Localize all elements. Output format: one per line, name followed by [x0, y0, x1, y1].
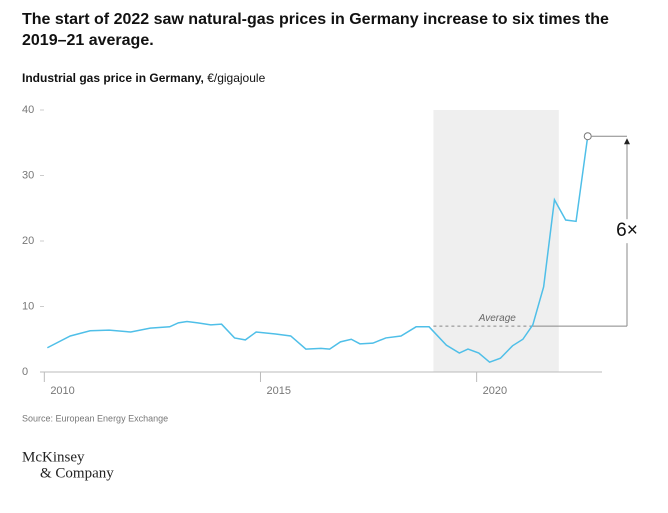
shaded-range: [433, 110, 559, 372]
logo: & Company: [40, 465, 114, 481]
y-tick-label: 0: [22, 366, 28, 378]
chart-title: The start of 2022 saw natural-gas prices…: [22, 11, 609, 28]
arrow-head: [624, 138, 630, 145]
logo: McKinsey: [22, 449, 85, 465]
annotation-bg: [611, 219, 643, 244]
y-tick-label: 10: [22, 300, 34, 312]
chart-title: 2019–21 average.: [22, 32, 154, 49]
unit: €/gigajoule: [207, 71, 265, 85]
annotation: 6×: [616, 220, 638, 241]
x-tick-label: 2020: [483, 385, 507, 397]
end-marker: [583, 132, 592, 141]
axis-label: Industrial gas price in Germany, €/gigaj…: [22, 71, 266, 85]
average-label: Average: [478, 313, 517, 324]
y-tick-label: 40: [22, 104, 34, 116]
y-tick-label: 20: [22, 235, 34, 247]
y-tick-label: 30: [22, 169, 34, 181]
axis-label-text: Industrial gas price in Germany,: [22, 71, 204, 85]
line: [47, 136, 589, 364]
x-tick-label: 2010: [50, 385, 74, 397]
source: Source: European Energy Exchange: [22, 413, 168, 423]
x-tick-label: 2015: [266, 385, 290, 397]
